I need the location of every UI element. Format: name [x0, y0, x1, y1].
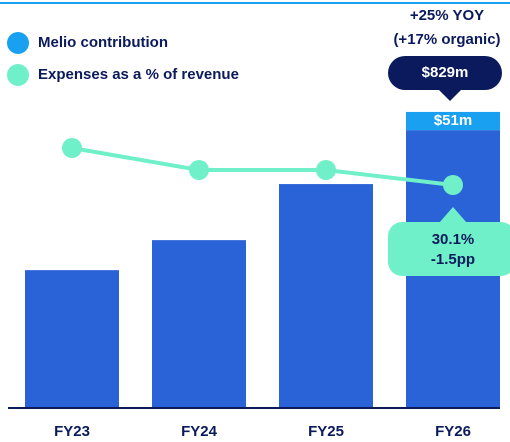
x-tick-label: FY24	[181, 423, 218, 440]
legend-label: Expenses as a % of revenue	[38, 66, 239, 83]
x-tick-label: FY26	[435, 423, 471, 440]
legend-label: Melio contribution	[38, 34, 168, 51]
legend: Melio contribution Expenses as a % of rev…	[7, 32, 239, 86]
bar	[152, 240, 246, 408]
bar	[25, 270, 119, 408]
total-label: $829m	[422, 64, 469, 81]
bar	[279, 184, 373, 408]
expense-dot	[62, 138, 82, 158]
expense-callout	[388, 222, 510, 276]
total-pill	[388, 56, 502, 90]
expense-value-label: 30.1%	[432, 231, 475, 248]
expense-dot	[443, 175, 463, 195]
expense-line	[71, 146, 454, 187]
expense-callout-pointer	[439, 207, 467, 223]
growth-annotation: +25% YOY	[410, 7, 484, 24]
legend-swatch	[7, 32, 29, 54]
total-pointer	[438, 89, 462, 101]
expense-change-label: -1.5pp	[431, 251, 475, 268]
x-tick-label: FY23	[54, 423, 90, 440]
bar-value-label: $51m	[434, 112, 472, 129]
expense-dot	[316, 160, 336, 180]
expense-dot	[189, 160, 209, 180]
legend-swatch	[7, 64, 29, 86]
x-tick-label: FY25	[308, 423, 344, 440]
organic-annotation: (+17% organic)	[393, 31, 500, 48]
total-callout: $829m	[388, 56, 502, 101]
bar	[406, 111, 500, 131]
